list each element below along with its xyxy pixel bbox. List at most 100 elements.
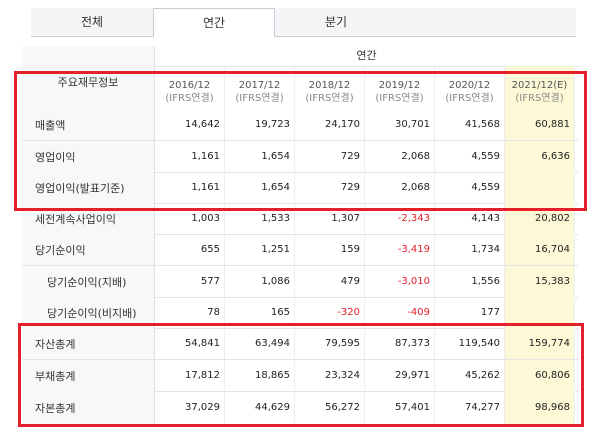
value-cell: -409 <box>365 297 435 328</box>
tab-quarterly[interactable]: 분기 <box>324 15 348 29</box>
column-header: 2017/12 (IFRS연결) <box>225 66 295 110</box>
table-row: 당기순이익(지배) 577 1,086 479 -3,010 1,556 15,383 <box>22 266 578 298</box>
row-label[interactable]: 당기순이익(지배) <box>22 266 155 297</box>
table-row: 자산총계 54,841 63,494 79,595 87,373 119,540 159,7… <box>22 328 578 360</box>
value-cell: 159 <box>295 234 365 265</box>
value-cell: 14,642 <box>155 109 225 140</box>
value-cell: 1,654 <box>225 172 295 203</box>
value-cell: 4,143 <box>435 203 505 234</box>
column-year: 2020/12 <box>448 80 491 91</box>
value-cell: 24,170 <box>295 109 365 140</box>
row-label[interactable]: 영업이익 <box>22 141 155 172</box>
value-cell: 44,629 <box>225 391 295 424</box>
value-cell: 165 <box>225 297 295 328</box>
value-cell: 2,068 <box>365 172 435 203</box>
table-row: 당기순이익 655 1,251 159 -3,419 1,734 16,704 <box>22 234 578 266</box>
value-cell: 15,383 <box>505 266 575 297</box>
table-row: 자본총계 37,029 44,629 56,272 57,401 74,277 98,968 <box>22 391 578 425</box>
value-cell: 56,272 <box>295 391 365 424</box>
column-basis: (IFRS연결) <box>445 93 494 104</box>
value-cell: 79,595 <box>295 328 365 359</box>
value-cell: 119,540 <box>435 328 505 359</box>
table-row: 당기순이익(비지배) 78 165 -320 -409 177 <box>22 297 578 329</box>
value-cell: 479 <box>295 266 365 297</box>
value-cell: 45,262 <box>435 360 505 391</box>
period-group-header: 연간 <box>155 46 578 67</box>
tab-all[interactable]: 전체 <box>80 15 104 29</box>
value-cell: 78 <box>155 297 225 328</box>
column-basis: (IFRS연결) <box>375 93 424 104</box>
value-cell: 18,865 <box>225 360 295 391</box>
row-label[interactable]: 영업이익(발표기준) <box>22 172 155 203</box>
value-cell: 1,556 <box>435 266 505 297</box>
value-cell: 17,812 <box>155 360 225 391</box>
value-cell: 1,734 <box>435 234 505 265</box>
column-header: 2016/12 (IFRS연결) <box>155 66 225 110</box>
value-cell: 30,701 <box>365 109 435 140</box>
value-cell: 16,704 <box>505 234 575 265</box>
table-row: 영업이익 1,161 1,654 729 2,068 4,559 6,636 <box>22 141 578 173</box>
table-row: 부채총계 17,812 18,865 23,324 29,971 45,262 60,806 <box>22 360 578 392</box>
value-cell: 98,968 <box>505 391 575 424</box>
row-label[interactable]: 매출액 <box>22 109 155 140</box>
value-cell: 4,559 <box>435 172 505 203</box>
value-cell: 1,161 <box>155 172 225 203</box>
table-row: 영업이익(발표기준) 1,161 1,654 729 2,068 4,559 <box>22 172 578 204</box>
value-cell: -320 <box>295 297 365 328</box>
column-year: 2017/12 <box>238 80 281 91</box>
row-label[interactable]: 세전계속사업이익 <box>22 203 155 234</box>
value-cell: 29,971 <box>365 360 435 391</box>
column-header: 2021/12(E) (IFRS연결) <box>505 66 575 110</box>
column-basis: (IFRS연결) <box>515 93 564 104</box>
column-header: 2018/12 (IFRS연결) <box>295 66 365 110</box>
value-cell: 159,774 <box>505 328 575 359</box>
column-basis: (IFRS연결) <box>235 93 284 104</box>
period-tabs: 전체 연간 분기 <box>31 8 576 37</box>
table-row: 세전계속사업이익 1,003 1,533 1,307 -2,343 4,143 20,802 <box>22 203 578 235</box>
column-year: 2019/12 <box>378 80 421 91</box>
value-cell: 1,251 <box>225 234 295 265</box>
value-cell: 6,636 <box>505 141 575 172</box>
row-label[interactable]: 당기순이익(비지배) <box>22 297 155 328</box>
value-cell: 54,841 <box>155 328 225 359</box>
column-year: 2021/12(E) <box>511 80 568 91</box>
column-basis: (IFRS연결) <box>165 93 214 104</box>
value-cell: 729 <box>295 141 365 172</box>
value-cell: 1,086 <box>225 266 295 297</box>
value-cell: 60,881 <box>505 109 575 140</box>
value-cell: 2,068 <box>365 141 435 172</box>
value-cell: 1,003 <box>155 203 225 234</box>
table-row: 매출액 14,642 19,723 24,170 30,701 41,568 60,881 <box>22 109 578 141</box>
value-cell: 63,494 <box>225 328 295 359</box>
column-basis: (IFRS연결) <box>305 93 354 104</box>
value-cell: 41,568 <box>435 109 505 140</box>
tab-annual[interactable]: 연간 <box>153 8 275 37</box>
row-label[interactable]: 자산총계 <box>22 328 155 359</box>
value-cell: 19,723 <box>225 109 295 140</box>
column-year: 2016/12 <box>168 80 211 91</box>
value-cell: 177 <box>435 297 505 328</box>
value-cell: 57,401 <box>365 391 435 424</box>
value-cell: 577 <box>155 266 225 297</box>
column-year: 2018/12 <box>308 80 351 91</box>
row-label[interactable]: 당기순이익 <box>22 234 155 265</box>
value-cell: 37,029 <box>155 391 225 424</box>
row-label[interactable]: 자본총계 <box>22 391 155 424</box>
value-cell: -2,343 <box>365 203 435 234</box>
value-cell: 74,277 <box>435 391 505 424</box>
value-cell: 655 <box>155 234 225 265</box>
value-cell: 20,802 <box>505 203 575 234</box>
value-cell: 23,324 <box>295 360 365 391</box>
value-cell: -3,010 <box>365 266 435 297</box>
row-label[interactable]: 부채총계 <box>22 360 155 391</box>
row-label-header: 주요재무정보 <box>22 46 155 110</box>
value-cell: 60,806 <box>505 360 575 391</box>
column-header: 2020/12 (IFRS연결) <box>435 66 505 110</box>
value-cell: 1,161 <box>155 141 225 172</box>
value-cell: 1,307 <box>295 203 365 234</box>
value-cell: 4,559 <box>435 141 505 172</box>
value-cell <box>505 297 575 328</box>
value-cell <box>505 172 575 203</box>
column-header: 2019/12 (IFRS연결) <box>365 66 435 110</box>
value-cell: -3,419 <box>365 234 435 265</box>
